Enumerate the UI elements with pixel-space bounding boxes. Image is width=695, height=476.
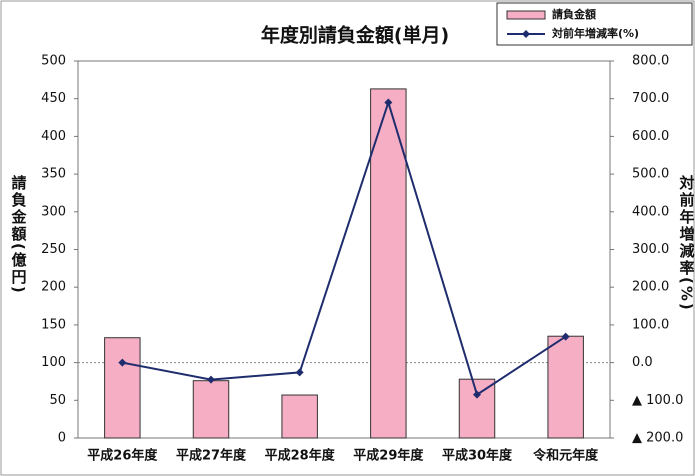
y2-tick-label: 400.0 xyxy=(632,204,669,219)
bar xyxy=(370,88,407,439)
y2-tick-label: 200.0 xyxy=(632,280,669,295)
x-tick-label: 令和元年度 xyxy=(533,448,599,464)
y2-tick-label: 800.0 xyxy=(632,54,669,69)
y-tick-label: 400 xyxy=(41,129,66,144)
y2-tick-label: ▲ 100.0 xyxy=(632,393,683,408)
line-marker xyxy=(207,375,215,384)
y-tick-label: 500 xyxy=(41,54,66,69)
line-marker xyxy=(561,332,570,341)
y-tick-label: 350 xyxy=(41,167,66,182)
y-tick-label: 200 xyxy=(41,280,66,295)
line-marker xyxy=(384,98,393,107)
legend-label: 対前年増減率(%) xyxy=(551,26,639,40)
y2-tick-label: 300.0 xyxy=(632,242,669,257)
legend-label: 請負金額 xyxy=(552,7,596,21)
x-tick-label: 平成29年度 xyxy=(353,448,424,464)
chart-title: 年度別請負金額(単月) xyxy=(261,24,449,47)
x-tick-label: 平成28年度 xyxy=(265,448,336,464)
y2-tick-label: 600.0 xyxy=(632,129,669,144)
y2-tick-label: 500.0 xyxy=(632,167,669,182)
y2-tick-label: ▲ 200.0 xyxy=(632,431,683,446)
y-tick-label: 450 xyxy=(41,91,66,106)
y-tick-label: 0 xyxy=(58,431,66,446)
x-tick-label: 平成26年度 xyxy=(87,448,158,464)
y2-tick-label: 700.0 xyxy=(632,91,669,106)
y-tick-label: 100 xyxy=(41,355,66,370)
bar xyxy=(547,335,584,439)
bar xyxy=(104,337,141,439)
line-marker xyxy=(473,390,481,399)
line-marker xyxy=(118,358,127,367)
x-tick-label: 平成27年度 xyxy=(176,448,247,464)
y-tick-label: 150 xyxy=(41,317,66,332)
y-tick-label: 50 xyxy=(49,393,66,408)
y-axis-label: 請負金額(億円) xyxy=(10,174,28,295)
legend-swatch xyxy=(506,10,546,20)
y2-axis-label: 対前年増減率(%) xyxy=(678,174,695,312)
y-tick-label: 250 xyxy=(41,242,66,257)
bar xyxy=(192,380,230,439)
y2-tick-label: 0.0 xyxy=(632,355,653,370)
x-tick-label: 平成30年度 xyxy=(442,448,513,464)
legend-marker xyxy=(522,30,530,38)
y2-tick-label: 100.0 xyxy=(632,317,669,332)
line-marker xyxy=(295,368,304,377)
legend xyxy=(496,2,693,46)
line xyxy=(122,99,567,397)
y-tick-label: 300 xyxy=(41,204,66,219)
bar xyxy=(281,394,318,439)
bar xyxy=(458,378,496,439)
